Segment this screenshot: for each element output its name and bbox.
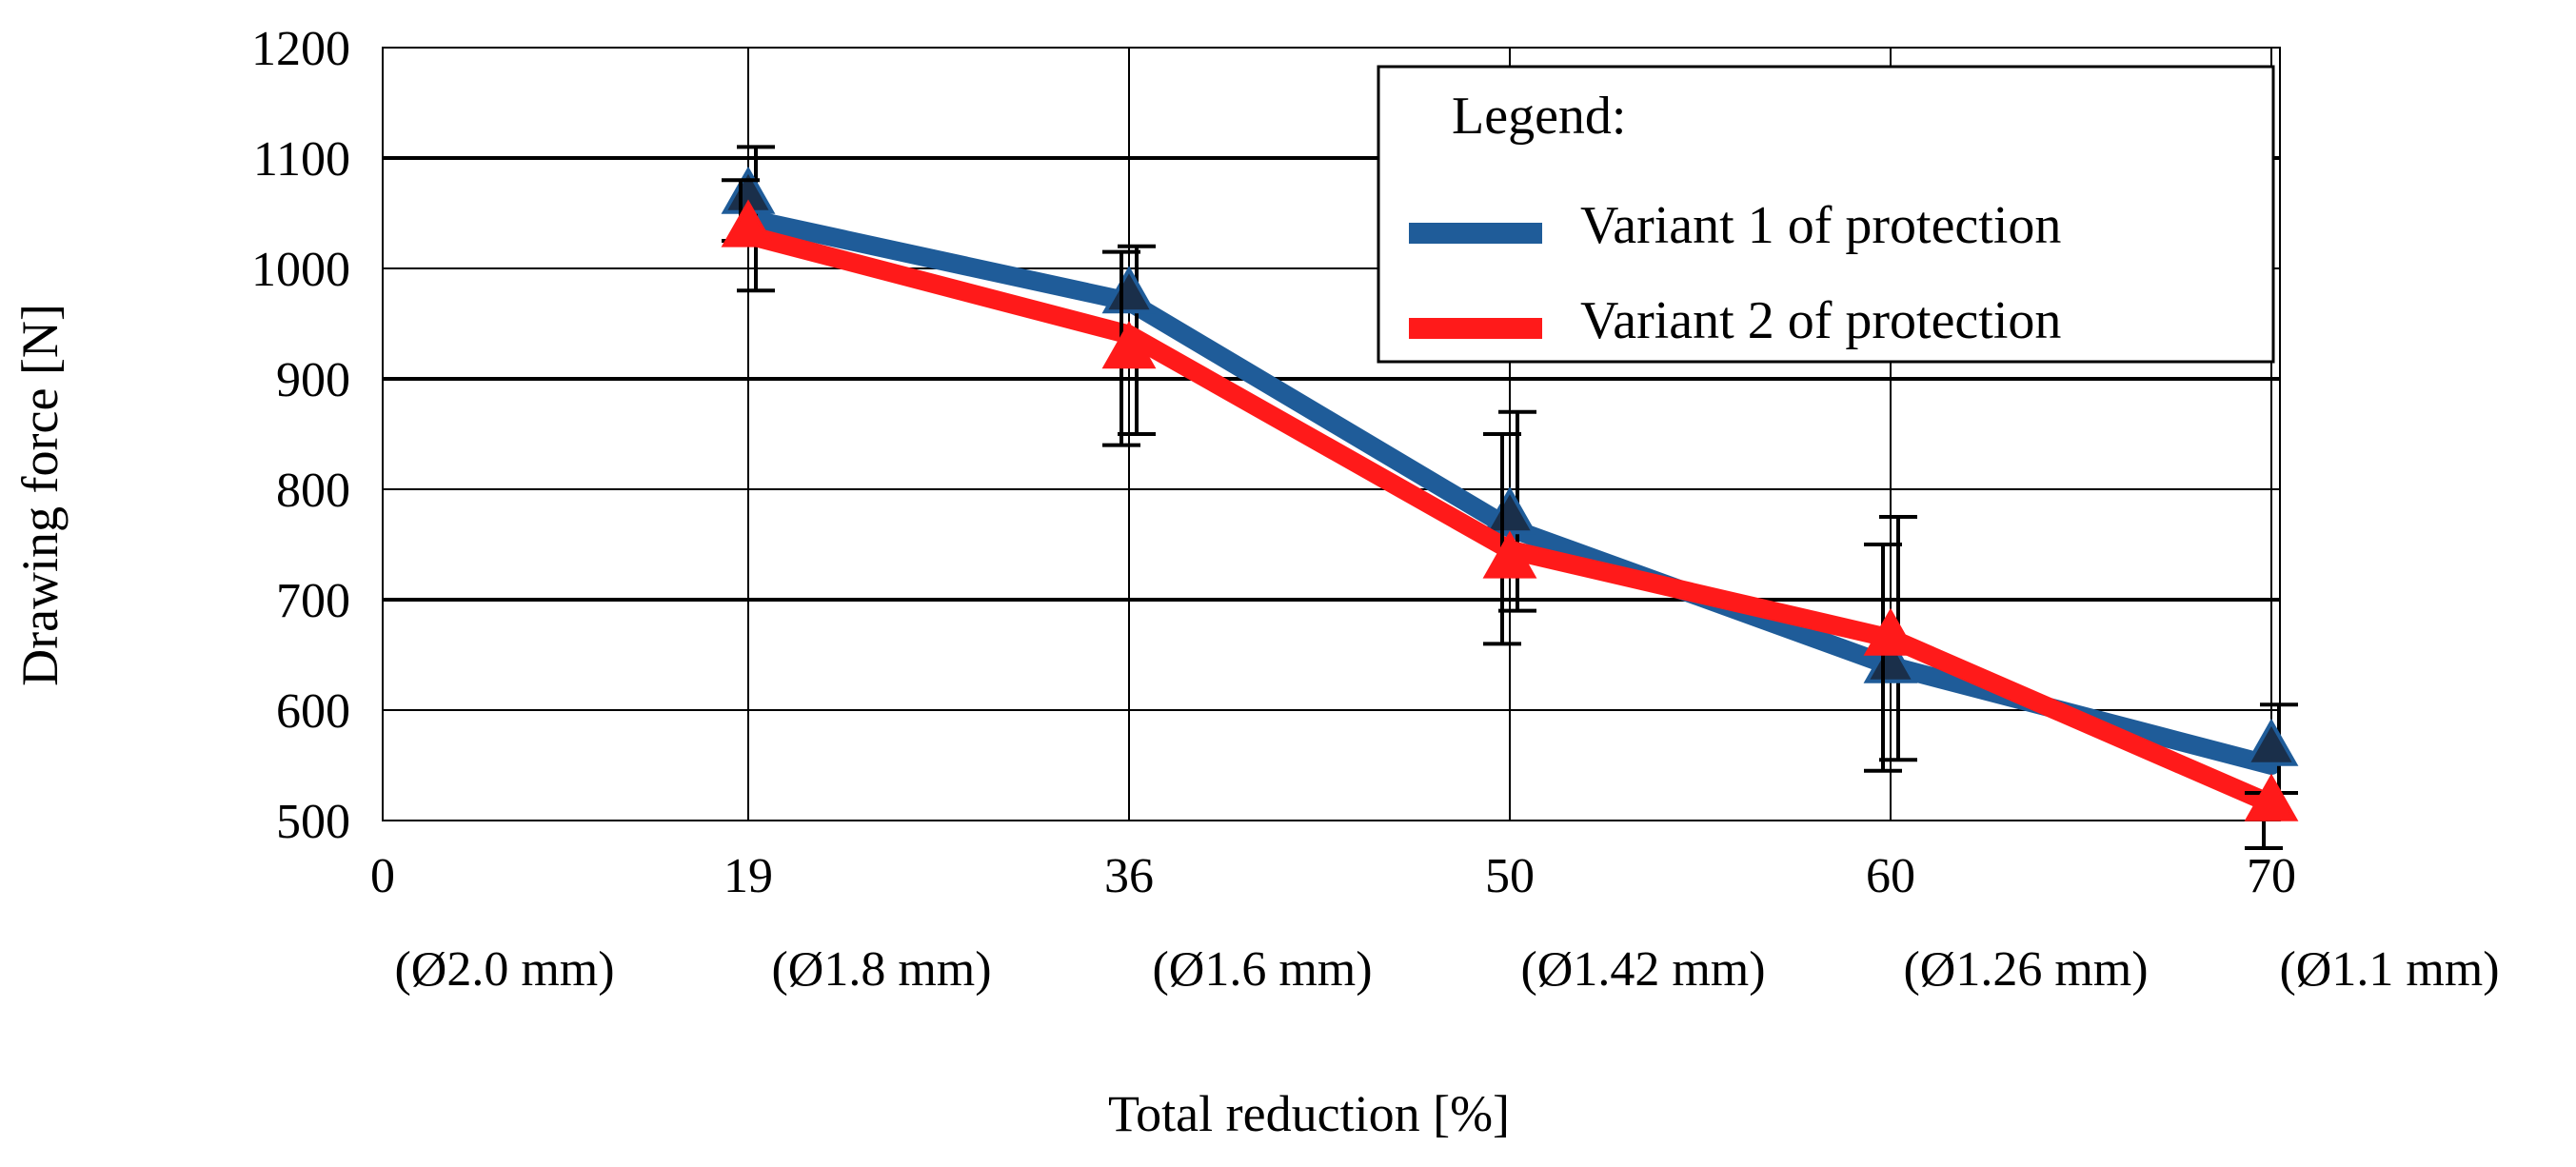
data-point-marker — [1482, 530, 1537, 579]
x-tick-label: 36 — [1104, 849, 1154, 903]
data-point-marker — [721, 199, 776, 247]
legend-box — [1377, 65, 2275, 364]
x-sub-label: (Ø1.26 mm) — [1903, 942, 2148, 997]
data-point-marker — [1863, 607, 1918, 656]
y-tick-label: 1100 — [253, 132, 350, 187]
legend: Legend: Variant 1 of protection Variant … — [1377, 65, 2275, 364]
x-sub-label: (Ø1.8 mm) — [771, 942, 991, 997]
x-tick-label: 19 — [723, 849, 773, 903]
x-tick-label: 60 — [1866, 849, 1915, 903]
x-sub-label: (Ø1.1 mm) — [2279, 942, 2499, 997]
y-tick-label: 600 — [276, 684, 350, 739]
y-axis-title: Drawing force [N] — [11, 304, 69, 686]
legend-title: Legend: — [1452, 87, 1626, 146]
series-variant-2 — [721, 178, 2299, 850]
x-sub-label: (Ø1.42 mm) — [1520, 942, 1765, 997]
x-tick-labels: 0 19 36 50 60 70 (Ø2.0 mm) (Ø1.8 mm) (Ø1.6 mm) (Ø… — [370, 849, 2500, 997]
x-tick-label: 50 — [1485, 849, 1535, 903]
x-tick-label: 0 — [370, 849, 395, 903]
y-tick-label: 1000 — [251, 243, 350, 297]
x-tick-label: 70 — [2247, 849, 2296, 903]
data-point-marker — [2244, 773, 2299, 821]
y-tick-label: 1200 — [251, 22, 350, 76]
data-point-marker — [1101, 321, 1157, 369]
legend-label-variant-1: Variant 1 of protection — [1580, 196, 2061, 255]
data-point-marker — [2244, 718, 2299, 766]
series-group — [721, 145, 2299, 850]
y-tick-label: 800 — [276, 464, 350, 518]
y-tick-label: 500 — [276, 795, 350, 849]
legend-label-variant-2: Variant 2 of protection — [1580, 291, 2061, 350]
y-tick-labels: 500 600 700 800 900 1000 1100 1200 — [251, 22, 350, 849]
x-sub-label: (Ø2.0 mm) — [394, 942, 614, 997]
x-sub-label: (Ø1.6 mm) — [1152, 942, 1372, 997]
x-axis-title: Total reduction [%] — [1108, 1085, 1510, 1142]
data-point-marker — [1863, 635, 1918, 683]
y-tick-label: 900 — [276, 353, 350, 407]
y-tick-label: 700 — [276, 574, 350, 628]
data-point-marker — [1101, 266, 1157, 314]
